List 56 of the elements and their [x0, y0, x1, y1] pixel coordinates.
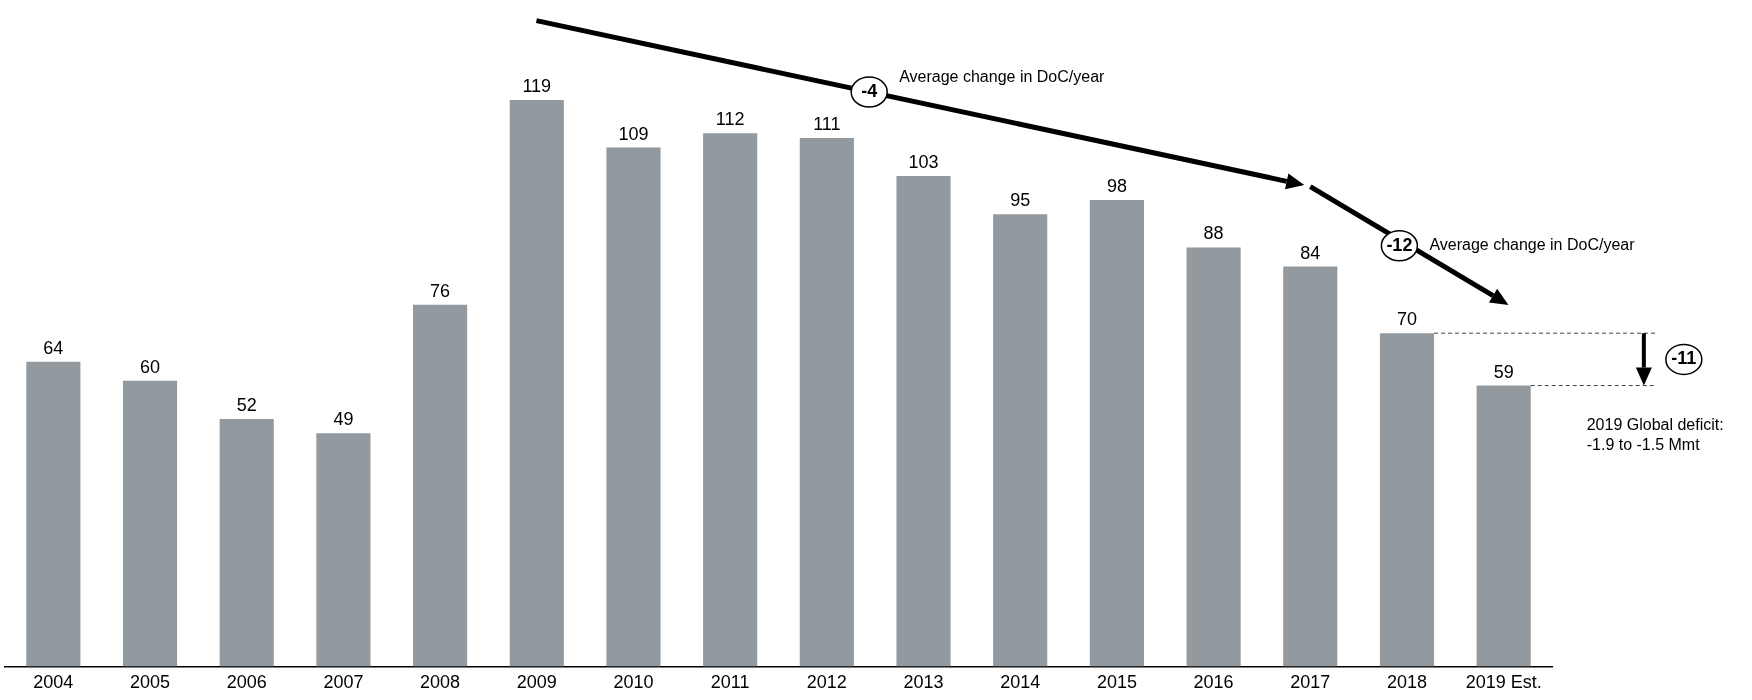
bar: [993, 214, 1048, 667]
data-label: 103: [908, 152, 939, 173]
x-tick-label: 2019 Est.: [1465, 672, 1542, 693]
bar: [122, 380, 178, 667]
bar: [799, 138, 854, 667]
data-label: 60: [140, 356, 161, 377]
bar: [26, 361, 81, 667]
data-label: 59: [1493, 361, 1514, 382]
data-label: 64: [43, 337, 64, 358]
data-label: 76: [430, 280, 451, 301]
bar: [606, 147, 661, 667]
x-tick-label: 2009: [516, 672, 557, 693]
annotation: -12: [1386, 234, 1413, 255]
circled-label: -11: [1665, 343, 1703, 376]
x-tick-label: 2008: [420, 672, 461, 693]
bar: [1186, 247, 1241, 667]
x-tick-label: 2004: [33, 672, 74, 693]
x-tick-label: 2014: [1000, 672, 1041, 693]
x-tick-label: 2007: [323, 672, 364, 693]
data-label: 52: [236, 394, 257, 415]
bar: [1476, 385, 1531, 667]
bar: [413, 304, 468, 667]
x-tick-label: 2012: [806, 672, 847, 693]
data-label: 95: [1010, 190, 1031, 211]
data-label: 109: [618, 123, 649, 144]
bar: [316, 433, 371, 667]
bar: [509, 99, 564, 667]
bar: [1283, 266, 1338, 667]
x-tick-label: 2018: [1386, 672, 1427, 693]
data-label: 84: [1300, 242, 1321, 263]
text: 2019 Global deficit: -1.9 to -1.5 Mmt: [1586, 415, 1724, 453]
x-tick-label: 2013: [903, 672, 944, 693]
bar: [896, 176, 951, 667]
x-tick-label: 2006: [226, 672, 267, 693]
bar: [219, 418, 274, 667]
x-tick-label: 2010: [613, 672, 654, 693]
data-label: 49: [333, 409, 354, 430]
x-tick-label: 2016: [1193, 672, 1234, 693]
data-label: 70: [1396, 309, 1417, 330]
data-label: 111: [813, 114, 841, 135]
x-tick-label: 2015: [1096, 672, 1137, 693]
x-tick-label: 2017: [1290, 672, 1331, 693]
data-label: 98: [1106, 175, 1127, 196]
x-tick-label: 2011: [710, 672, 750, 693]
data-label: 88: [1203, 223, 1224, 244]
data-label: 119: [522, 75, 552, 96]
bar: [703, 133, 758, 667]
circled-label: -12: [1380, 230, 1419, 262]
data-label: 112: [715, 109, 745, 130]
circled-label: -4: [850, 76, 888, 108]
bar: [1089, 199, 1144, 667]
annotation: Average change in DoC/year: [1429, 235, 1636, 253]
x-tick-label: 2005: [130, 672, 171, 693]
bar: [1379, 333, 1435, 667]
annotation: -4: [861, 80, 878, 101]
text: Average change in DoC/year: [899, 68, 1106, 86]
